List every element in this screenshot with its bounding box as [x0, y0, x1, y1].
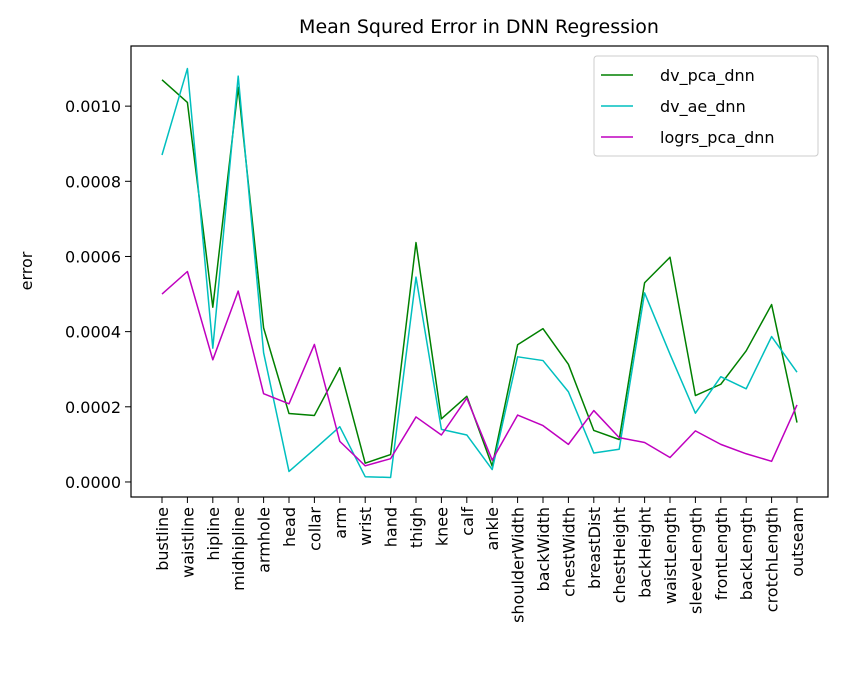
y-tick-label: 0.0006 — [65, 247, 121, 266]
x-tick-label: calf — [458, 507, 477, 536]
x-tick-label: arm — [331, 507, 350, 539]
x-ticks: bustline waistline hipline midhipline armhol… — [153, 497, 807, 623]
legend-label: dv_ae_dnn — [660, 97, 746, 117]
x-tick-label: armhole — [255, 507, 274, 573]
y-axis-label: error — [17, 251, 36, 290]
x-tick-label: chestWidth — [559, 507, 578, 597]
x-tick-label: hipline — [204, 507, 223, 561]
legend-label: logrs_pca_dnn — [660, 128, 775, 148]
legend: dv_pca_dnn dv_ae_dnn logrs_pca_dnn — [593, 55, 819, 157]
x-tick-label: frontLength — [712, 507, 731, 600]
y-tick-label: 0.0010 — [65, 97, 121, 116]
x-tick-label: midhipline — [229, 507, 248, 591]
x-tick-label: head — [280, 507, 299, 547]
x-tick-label: crotchLength — [763, 507, 782, 612]
x-tick-label: wrist — [356, 507, 375, 546]
series-layer — [161, 67, 798, 479]
x-tick-label: ankle — [483, 507, 502, 551]
series-line-logrs-pca-dnn — [161, 270, 798, 467]
x-tick-label: thigh — [407, 507, 426, 548]
legend-label: dv_pca_dnn — [660, 66, 755, 86]
x-tick-label: backHeight — [636, 507, 655, 598]
x-tick-label: hand — [382, 507, 401, 547]
x-tick-label: backWidth — [534, 507, 553, 592]
x-tick-label: collar — [305, 507, 324, 551]
x-tick-label: outseam — [788, 507, 807, 577]
y-tick-label: 0.0004 — [65, 323, 121, 342]
x-tick-label: breastDist — [585, 507, 604, 589]
x-tick-label: waistline — [178, 507, 197, 578]
x-tick-label: waistLength — [661, 507, 680, 604]
x-tick-label: chestHeight — [610, 507, 629, 603]
chart-title: Mean Squred Error in DNN Regression — [299, 16, 659, 38]
series-line-dv-pca-dnn — [161, 79, 798, 467]
y-tick-label: 0.0002 — [65, 398, 121, 417]
plot-frame — [130, 45, 829, 498]
y-ticks: 0.0000 0.0002 0.0004 0.0006 0.0008 0.0010 — [65, 97, 131, 492]
x-tick-label: sleeveLength — [686, 507, 705, 614]
legend-box — [593, 55, 819, 157]
series-line-dv-ae-dnn — [161, 67, 798, 479]
x-tick-label: knee — [432, 507, 451, 546]
x-tick-label: bustline — [153, 507, 172, 571]
x-tick-label: backLength — [737, 507, 756, 600]
x-tick-label: shoulderWidth — [509, 507, 528, 623]
y-tick-label: 0.0008 — [65, 172, 121, 191]
y-tick-label: 0.0000 — [65, 473, 121, 492]
